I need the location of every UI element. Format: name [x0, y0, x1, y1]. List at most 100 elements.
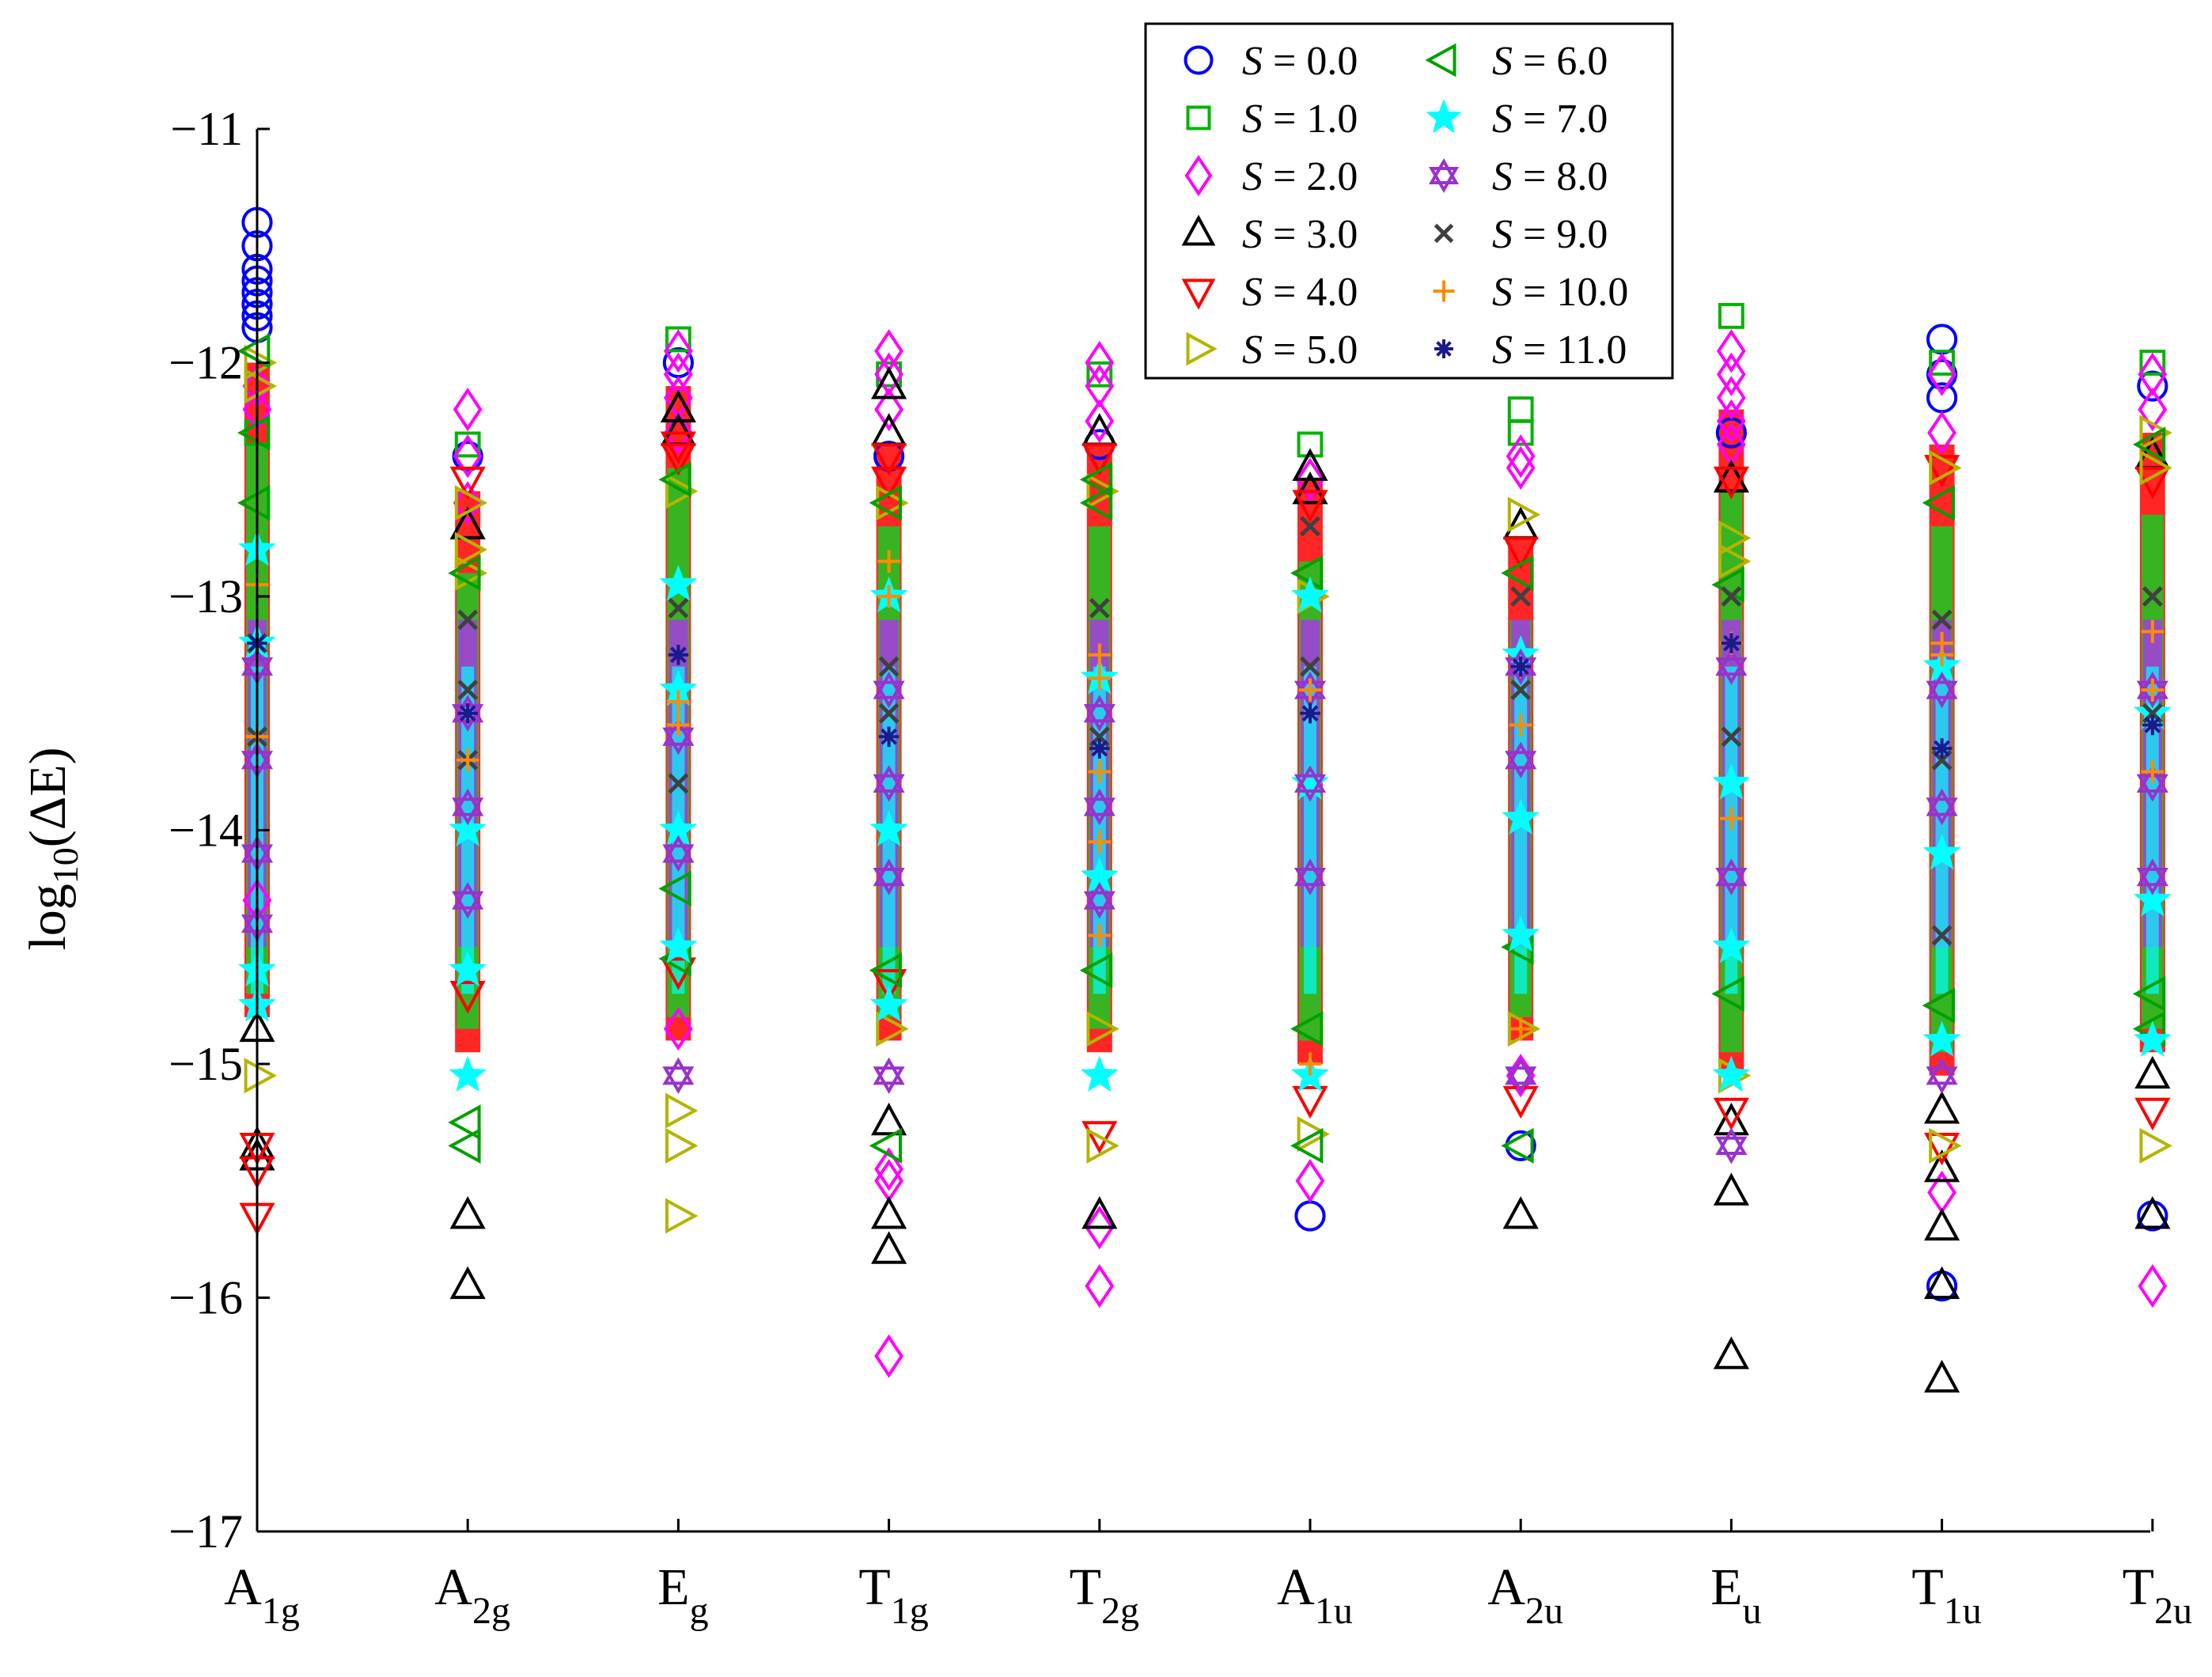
data-point	[663, 1007, 693, 1051]
data-point	[237, 333, 271, 369]
data-point	[1290, 1127, 1324, 1164]
data-point	[1501, 555, 1534, 592]
data-point	[1089, 597, 1110, 619]
series-triangle-left	[237, 333, 2166, 1164]
data-point	[244, 1058, 277, 1094]
data-point	[874, 1159, 904, 1203]
data-point	[1924, 455, 1960, 488]
data-point	[1294, 1200, 1326, 1232]
data-point	[1507, 419, 1534, 446]
data-point	[2134, 1196, 2171, 1229]
data-point	[2134, 1097, 2171, 1131]
data-point	[1292, 1085, 1328, 1119]
data-point	[873, 858, 905, 895]
y-tick-label: −15	[169, 1038, 243, 1090]
legend-label: S = 0.0	[1242, 39, 1358, 84]
data-point	[2141, 678, 2165, 702]
data-point	[448, 555, 481, 592]
data-point	[453, 481, 483, 525]
data-point	[1505, 1057, 1537, 1095]
legend-marker	[1434, 223, 1454, 244]
data-point	[1926, 671, 1958, 709]
data-point	[1922, 833, 1961, 870]
data-point	[1721, 633, 1742, 653]
data-point	[1083, 788, 1115, 826]
legend-label: S = 5.0	[1242, 327, 1358, 373]
data-point	[1927, 411, 1957, 455]
y-tick-label: −17	[169, 1505, 243, 1558]
data-point	[2138, 1264, 2168, 1308]
data-point	[1718, 543, 1752, 580]
data-point	[449, 1055, 487, 1092]
data-point	[871, 466, 907, 500]
data-point	[1510, 680, 1532, 701]
data-point	[1713, 466, 1749, 500]
data-point	[1502, 915, 1540, 952]
data-point	[1292, 448, 1328, 481]
data-point	[1715, 1127, 1748, 1164]
data-point	[1926, 324, 1958, 355]
series-hexagram	[241, 648, 2168, 1164]
data-point	[1086, 1011, 1119, 1047]
data-point	[873, 765, 905, 802]
data-point	[2138, 352, 2168, 396]
data-point	[1297, 431, 1324, 458]
data-point	[869, 1127, 902, 1164]
data-point	[1924, 1207, 1960, 1241]
data-point	[873, 1057, 905, 1095]
data-point	[1298, 678, 1322, 702]
legend-marker	[1184, 154, 1213, 197]
legend-label: S = 7.0	[1492, 97, 1608, 142]
y-ticks: −17 −16 −15 −14 −13 −12 −11	[169, 103, 270, 1558]
data-point	[456, 748, 479, 772]
legend-item: S = 6.0	[1425, 39, 1608, 84]
data-point	[876, 485, 909, 521]
data-point	[448, 1104, 481, 1141]
data-point	[1713, 1097, 1749, 1131]
data-point	[1290, 1011, 1324, 1047]
x-tick-label: Eg	[657, 1558, 708, 1632]
data-point	[1922, 485, 1955, 521]
y-tick-label: −13	[169, 570, 243, 623]
band-cyan	[1725, 666, 1738, 994]
data-point	[665, 326, 691, 353]
legend-item: S = 10.0	[1433, 270, 1628, 315]
data-point	[874, 1147, 904, 1191]
series-triangle-up	[239, 366, 2171, 1393]
data-point	[1502, 1196, 1539, 1229]
data-point	[1721, 726, 1742, 748]
data-point	[1924, 1091, 1960, 1124]
data-point	[663, 411, 693, 455]
data-point	[1088, 643, 1112, 667]
data-point	[1300, 656, 1320, 677]
data-point	[1086, 473, 1119, 509]
data-point	[878, 656, 900, 677]
data-point	[237, 485, 271, 521]
data-point	[2141, 760, 2165, 784]
data-point	[871, 1231, 907, 1264]
data-point	[658, 461, 691, 498]
data-point	[869, 952, 902, 989]
data-point	[2138, 387, 2168, 432]
data-point	[869, 810, 908, 846]
data-point	[1506, 445, 1536, 490]
legend-item: S = 9.0	[1434, 212, 1608, 257]
data-point	[1929, 449, 1962, 486]
data-point	[2139, 449, 2172, 486]
series-star	[238, 529, 2172, 1092]
data-point	[1081, 1196, 1118, 1229]
data-point	[1295, 457, 1325, 502]
data-point	[877, 550, 900, 574]
x-tick-label: T1g	[858, 1558, 928, 1632]
data-point	[2136, 858, 2168, 895]
legend-marker	[1186, 331, 1218, 366]
data-point	[1088, 760, 1112, 784]
data-point	[869, 485, 902, 521]
legend-marker	[1181, 214, 1216, 246]
data-point	[1716, 376, 1746, 420]
data-point	[1926, 1057, 1958, 1095]
data-point	[660, 431, 696, 464]
data-point	[1716, 352, 1746, 396]
data-point	[668, 597, 689, 619]
